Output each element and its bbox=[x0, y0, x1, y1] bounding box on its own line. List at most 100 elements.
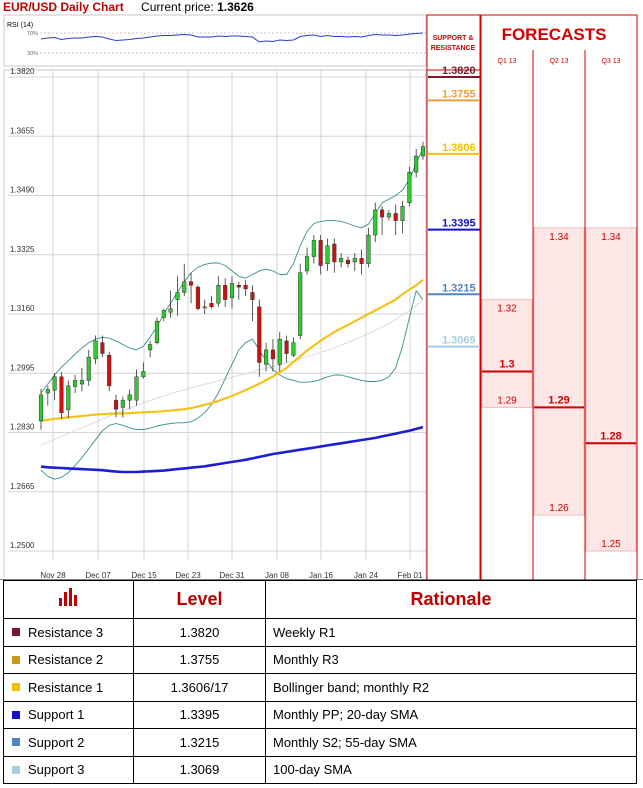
y-tick-label: 1.2830 bbox=[10, 423, 35, 432]
eurusd-chart: Nov 28 Dec 07 Dec 15 Dec 23 Dec 31 Jan 08 Jan … bbox=[0, 14, 643, 580]
candle-body bbox=[216, 285, 221, 304]
level-value: 1.3069 bbox=[133, 755, 266, 784]
candle-body bbox=[66, 385, 71, 411]
candle bbox=[359, 249, 364, 275]
candle-body bbox=[420, 146, 426, 157]
forecast-column-label: Q2 13 bbox=[549, 58, 568, 65]
forecast-mid: 1.29 bbox=[548, 394, 569, 406]
color-swatch bbox=[12, 628, 20, 637]
rationale-header: Rationale bbox=[265, 580, 637, 619]
forecast-title: FORECASTS bbox=[502, 25, 607, 44]
candle-body bbox=[339, 258, 344, 263]
candle bbox=[202, 299, 207, 314]
candle bbox=[45, 385, 50, 406]
forecast-high: 1.34 bbox=[601, 232, 621, 243]
candle bbox=[393, 204, 398, 235]
x-tick-label: Dec 15 bbox=[131, 571, 157, 580]
candle bbox=[277, 331, 282, 372]
level-name-cell: Resistance 3 bbox=[3, 618, 134, 647]
level-value: 1.3395 bbox=[133, 700, 266, 729]
level-rationale: 100-day SMA bbox=[265, 755, 637, 784]
candle bbox=[161, 308, 166, 322]
forecast-low: 1.29 bbox=[497, 395, 517, 406]
candle-body bbox=[304, 256, 310, 272]
candle-body bbox=[182, 281, 187, 293]
level-name-cell: Support 1 bbox=[3, 700, 134, 729]
candle-body bbox=[400, 206, 405, 221]
color-swatch bbox=[12, 765, 20, 774]
candle bbox=[400, 200, 405, 234]
forecast-column-label: Q1 13 bbox=[497, 58, 516, 65]
candle bbox=[284, 335, 289, 363]
candle bbox=[304, 247, 310, 275]
level-name: Resistance 2 bbox=[28, 652, 104, 668]
level-value: 1.3755 bbox=[133, 645, 266, 674]
x-tick-label: Dec 23 bbox=[175, 571, 201, 580]
candle-body bbox=[45, 389, 50, 394]
table-row: Resistance 2 1.3755 Monthly R3 bbox=[3, 645, 637, 674]
candle-body bbox=[154, 320, 160, 343]
plot-area bbox=[3, 69, 427, 580]
rsi-line bbox=[40, 32, 424, 43]
forecast-low: 1.26 bbox=[549, 503, 569, 514]
color-swatch bbox=[12, 710, 20, 719]
level-value: 1.3606/17 bbox=[133, 673, 266, 702]
candle bbox=[291, 337, 296, 358]
candle bbox=[175, 276, 180, 316]
candle bbox=[345, 256, 351, 268]
candle-body bbox=[325, 245, 330, 264]
level-rationale: Monthly S2; 55-day SMA bbox=[265, 728, 637, 757]
y-tick-label: 1.2995 bbox=[10, 363, 35, 372]
candle bbox=[414, 148, 419, 178]
y-tick-label: 1.3655 bbox=[10, 126, 35, 135]
candle-body bbox=[141, 371, 146, 378]
color-swatch bbox=[12, 683, 20, 692]
forecast-mid: 1.3 bbox=[499, 358, 514, 370]
sr-level-value: 1.3820 bbox=[442, 65, 476, 77]
candle bbox=[339, 252, 344, 268]
candle-body bbox=[79, 380, 84, 385]
table-row: Support 2 1.3215 Monthly S2; 55-day SMA bbox=[3, 728, 637, 757]
candle-body bbox=[229, 283, 235, 299]
candle-body bbox=[386, 213, 391, 218]
rsi-30-label: 30% bbox=[27, 51, 38, 57]
candle-body bbox=[134, 376, 139, 401]
level-rationale: Monthly PP; 20-day SMA bbox=[265, 700, 637, 729]
x-tick-label: Jan 08 bbox=[265, 571, 290, 580]
candle bbox=[332, 238, 337, 273]
levels-table: Level Rationale Resistance 3 1.3820 Weekly… bbox=[3, 580, 637, 784]
sr-level-value: 1.3606 bbox=[442, 142, 476, 154]
candle bbox=[93, 335, 98, 365]
sr-column bbox=[426, 14, 481, 580]
candle-body bbox=[345, 259, 351, 264]
candle-body bbox=[257, 306, 262, 363]
candle bbox=[113, 394, 119, 418]
candle bbox=[366, 227, 371, 268]
candle bbox=[216, 276, 221, 307]
y-tick-label: 1.2500 bbox=[10, 541, 35, 550]
level-name-cell: Resistance 1 bbox=[3, 673, 134, 702]
level-name-cell: Support 3 bbox=[3, 755, 134, 784]
candle-body bbox=[202, 306, 207, 309]
candle bbox=[236, 281, 241, 300]
color-swatch bbox=[12, 738, 20, 747]
forecast-mid: 1.28 bbox=[600, 430, 621, 442]
candle-body bbox=[352, 258, 357, 263]
x-tick-label: Feb 01 bbox=[398, 571, 423, 580]
candle bbox=[270, 339, 275, 372]
candle-body bbox=[175, 292, 180, 300]
candle bbox=[420, 141, 426, 160]
level-rationale: Monthly R3 bbox=[265, 645, 637, 674]
x-tick-label: Nov 28 bbox=[40, 571, 66, 580]
table-row: Support 3 1.3069 100-day SMA bbox=[3, 755, 637, 784]
candle-body bbox=[168, 308, 173, 313]
candle bbox=[318, 235, 323, 275]
candle bbox=[223, 278, 228, 307]
candle bbox=[59, 372, 64, 419]
forecast-column-label: Q3 13 bbox=[601, 58, 620, 65]
candle-body bbox=[189, 281, 194, 286]
chart-title: EUR/USD Daily Chart bbox=[3, 0, 124, 14]
x-tick-label: Dec 07 bbox=[85, 571, 111, 580]
candle bbox=[73, 375, 78, 393]
candle bbox=[148, 340, 153, 358]
